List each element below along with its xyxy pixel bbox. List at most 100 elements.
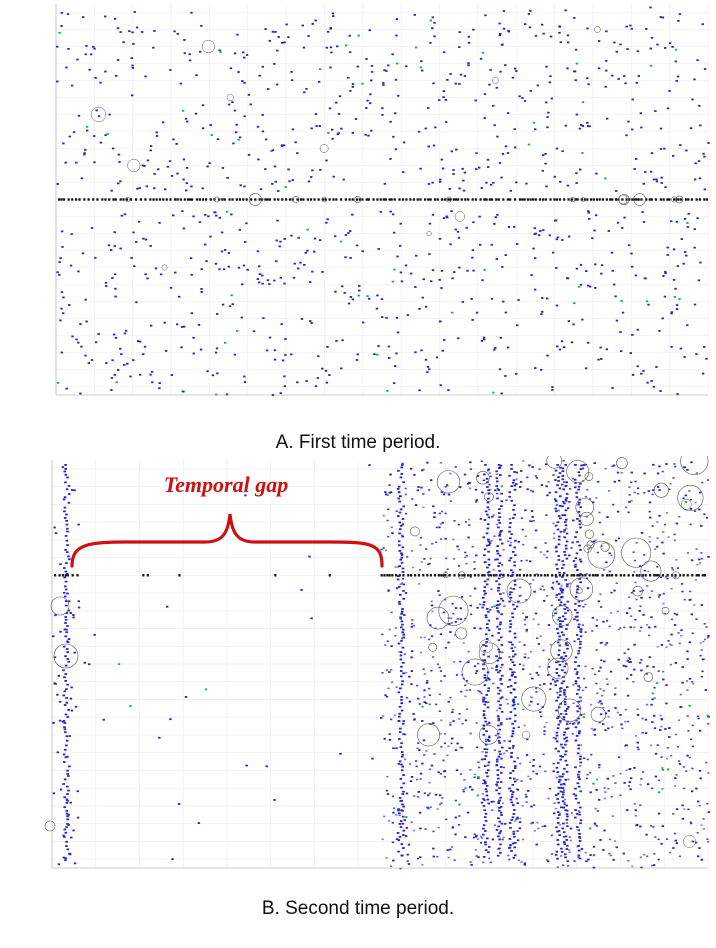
- event-marker: [531, 515, 534, 518]
- event-marker: [679, 144, 682, 147]
- burst-marker: [562, 572, 566, 574]
- event-marker: [442, 339, 446, 341]
- burst-marker: [577, 600, 581, 603]
- dense-marker: [644, 574, 647, 577]
- burst-marker: [559, 702, 563, 705]
- burst-marker: [401, 803, 404, 806]
- event-marker: [486, 723, 489, 725]
- event-marker: [516, 778, 519, 781]
- burst-marker: [487, 573, 490, 576]
- size-circle: [618, 194, 630, 205]
- event-marker: [611, 387, 614, 389]
- event-marker: [473, 568, 476, 570]
- burst-marker: [499, 704, 502, 706]
- event-marker: [58, 700, 62, 703]
- burst-marker: [487, 563, 491, 566]
- event-marker: [401, 753, 404, 756]
- burst-marker: [558, 625, 562, 628]
- event-marker: [67, 824, 70, 826]
- event-marker: [113, 273, 117, 276]
- burst-marker: [562, 806, 566, 809]
- event-marker: [380, 717, 383, 719]
- event-marker: [488, 83, 491, 86]
- burst-marker: [484, 743, 488, 746]
- event-marker: [467, 661, 470, 663]
- dense-marker: [633, 198, 636, 201]
- burst-marker: [563, 529, 566, 531]
- event-marker: [462, 642, 465, 644]
- event-marker: [126, 362, 129, 365]
- burst-marker: [482, 668, 485, 670]
- burst-marker: [556, 696, 560, 699]
- event-marker: [168, 160, 172, 163]
- event-marker: [478, 215, 481, 218]
- burst-marker: [496, 659, 500, 662]
- event-marker: [422, 278, 425, 281]
- event-marker: [688, 704, 691, 707]
- burst-marker: [559, 806, 563, 809]
- event-marker: [280, 144, 284, 147]
- burst-marker: [497, 802, 500, 805]
- event-marker: [65, 628, 68, 631]
- event-marker: [574, 79, 577, 82]
- burst-marker: [560, 591, 564, 594]
- burst-marker: [402, 829, 406, 832]
- dense-marker: [471, 198, 474, 201]
- burst-marker: [565, 818, 569, 821]
- burst-marker: [485, 532, 489, 535]
- event-marker: [395, 316, 399, 319]
- event-marker: [500, 531, 503, 533]
- event-marker: [565, 822, 568, 824]
- burst-marker: [563, 665, 566, 668]
- dense-marker: [691, 574, 694, 577]
- event-marker: [347, 232, 350, 234]
- burst-marker: [576, 782, 580, 785]
- burst-marker: [483, 590, 486, 592]
- dense-marker: [635, 574, 638, 577]
- burst-marker: [499, 677, 503, 680]
- event-marker: [677, 760, 681, 762]
- event-marker: [469, 595, 472, 597]
- burst-marker: [495, 829, 499, 831]
- burst-marker: [486, 513, 489, 516]
- burst-marker: [400, 464, 404, 466]
- burst-marker: [513, 780, 517, 783]
- burst-marker: [495, 760, 499, 763]
- burst-marker: [398, 511, 402, 514]
- dense-marker: [427, 198, 430, 201]
- event-marker: [428, 638, 431, 641]
- event-marker: [123, 332, 127, 335]
- size-circle: [671, 571, 680, 580]
- event-marker: [562, 500, 565, 503]
- event-marker: [513, 561, 516, 563]
- event-marker: [506, 346, 510, 349]
- event-marker: [75, 161, 78, 164]
- event-marker: [633, 643, 636, 646]
- dense-marker: [144, 198, 147, 201]
- event-marker: [575, 172, 578, 175]
- size-circle: [478, 642, 501, 664]
- event-marker: [61, 466, 65, 468]
- event-marker: [585, 860, 588, 863]
- event-marker: [393, 365, 397, 367]
- burst-marker: [482, 856, 486, 858]
- event-marker: [668, 736, 671, 738]
- event-marker: [655, 682, 659, 685]
- event-marker: [385, 696, 389, 698]
- event-marker: [397, 809, 401, 812]
- event-marker: [530, 274, 533, 276]
- event-marker: [545, 65, 548, 68]
- burst-marker: [397, 469, 400, 472]
- burst-marker: [511, 793, 514, 796]
- event-marker: [422, 506, 425, 509]
- burst-marker: [500, 613, 503, 616]
- size-circle: [680, 456, 709, 475]
- dense-marker: [586, 198, 589, 201]
- size-circle: [579, 511, 594, 526]
- event-marker: [702, 152, 705, 155]
- burst-marker: [486, 578, 490, 581]
- event-marker: [192, 352, 195, 355]
- event-marker: [633, 168, 636, 170]
- burst-marker: [576, 569, 579, 571]
- event-marker: [505, 718, 508, 720]
